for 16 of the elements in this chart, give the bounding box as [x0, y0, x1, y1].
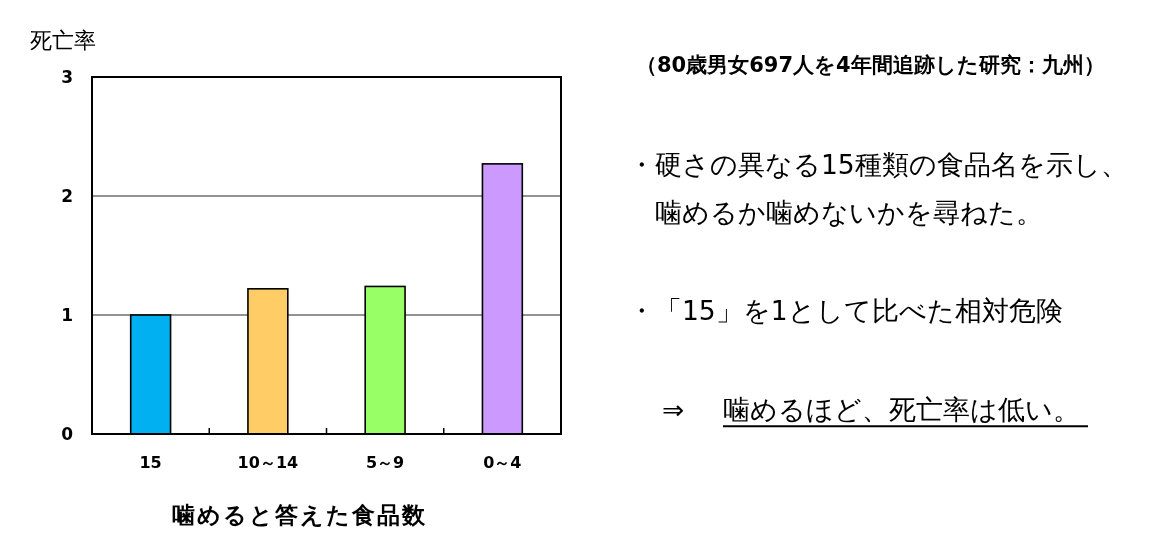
- text: ・硬さの異なる15種類の食品名を示し、: [628, 149, 1128, 181]
- text: 噛めるほど、死亡率は低い。: [723, 394, 1080, 426]
- y-axis-title: 死亡率: [30, 27, 96, 53]
- x-tick-label: 0～4: [483, 452, 522, 472]
- text: 噛めるか噛めないかを尋ねた。: [655, 197, 1043, 229]
- text: ⇒: [662, 394, 685, 426]
- x-tick-label: 10～14: [237, 452, 299, 472]
- x-axis-title: 噛めると答えた食品数: [172, 501, 427, 529]
- text: ・「15」を1として比べた相対危険: [628, 295, 1063, 327]
- y-tick-label: 1: [61, 304, 73, 325]
- y-tick-label: 3: [61, 66, 73, 87]
- y-tick-label: 0: [61, 423, 74, 444]
- x-tick-label: 15: [139, 452, 162, 472]
- text: （80歳男女697人を4年間追跡した研究：九州）: [636, 53, 1105, 78]
- x-tick-label: 5～9: [365, 452, 405, 472]
- y-tick-label: 2: [61, 185, 73, 206]
